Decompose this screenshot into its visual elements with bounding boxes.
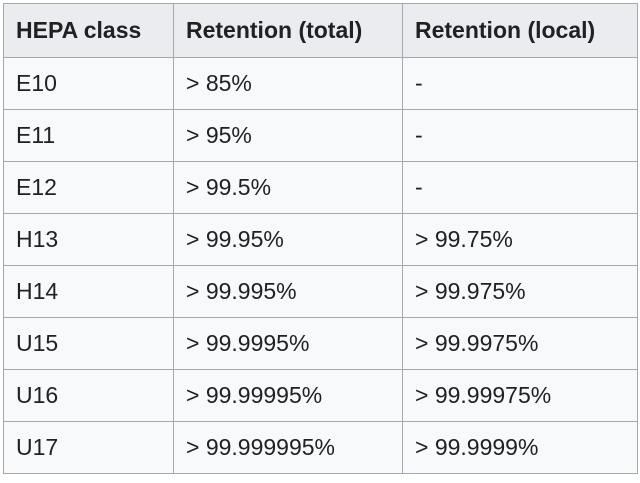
cell-retention-total: > 99.95% bbox=[173, 213, 403, 266]
header-row: HEPA class Retention (total) Retention (… bbox=[3, 3, 638, 58]
table-header: HEPA class Retention (total) Retention (… bbox=[3, 3, 638, 58]
cell-retention-local: > 99.99975% bbox=[402, 369, 638, 422]
cell-retention-local: > 99.9975% bbox=[402, 317, 638, 370]
cell-hepa-class: U15 bbox=[3, 317, 174, 370]
header-retention-local: Retention (local) bbox=[402, 3, 638, 58]
hepa-class-table: HEPA class Retention (total) Retention (… bbox=[3, 3, 638, 474]
cell-retention-local: > 99.9999% bbox=[402, 421, 638, 474]
table-row: U17 > 99.999995% > 99.9999% bbox=[3, 421, 638, 474]
cell-retention-total: > 99.5% bbox=[173, 161, 403, 214]
table-row: U16 > 99.99995% > 99.99975% bbox=[3, 369, 638, 422]
table-row: H13 > 99.95% > 99.75% bbox=[3, 213, 638, 266]
cell-retention-local: > 99.75% bbox=[402, 213, 638, 266]
cell-hepa-class: E12 bbox=[3, 161, 174, 214]
cell-hepa-class: U16 bbox=[3, 369, 174, 422]
cell-retention-local: > 99.975% bbox=[402, 265, 638, 318]
cell-hepa-class: H14 bbox=[3, 265, 174, 318]
cell-retention-local: - bbox=[402, 109, 638, 162]
table-row: E12 > 99.5% - bbox=[3, 161, 638, 214]
table-row: H14 > 99.995% > 99.975% bbox=[3, 265, 638, 318]
cell-hepa-class: H13 bbox=[3, 213, 174, 266]
hepa-class-table-container: HEPA class Retention (total) Retention (… bbox=[3, 3, 638, 480]
cell-retention-total: > 99.999995% bbox=[173, 421, 403, 474]
cell-retention-local: - bbox=[402, 161, 638, 214]
header-hepa-class: HEPA class bbox=[3, 3, 174, 58]
cell-hepa-class: E10 bbox=[3, 57, 174, 110]
cell-retention-total: > 99.995% bbox=[173, 265, 403, 318]
cell-retention-total: > 99.99995% bbox=[173, 369, 403, 422]
table-body: E10 > 85% - E11 > 95% - E12 > 99.5% - H1… bbox=[3, 57, 638, 474]
cell-retention-total: > 95% bbox=[173, 109, 403, 162]
cell-retention-total: > 85% bbox=[173, 57, 403, 110]
table-row: E11 > 95% - bbox=[3, 109, 638, 162]
cell-retention-total: > 99.9995% bbox=[173, 317, 403, 370]
cell-hepa-class: U17 bbox=[3, 421, 174, 474]
cell-hepa-class: E11 bbox=[3, 109, 174, 162]
table-row: E10 > 85% - bbox=[3, 57, 638, 110]
cell-retention-local: - bbox=[402, 57, 638, 110]
table-row: U15 > 99.9995% > 99.9975% bbox=[3, 317, 638, 370]
header-retention-total: Retention (total) bbox=[173, 3, 403, 58]
